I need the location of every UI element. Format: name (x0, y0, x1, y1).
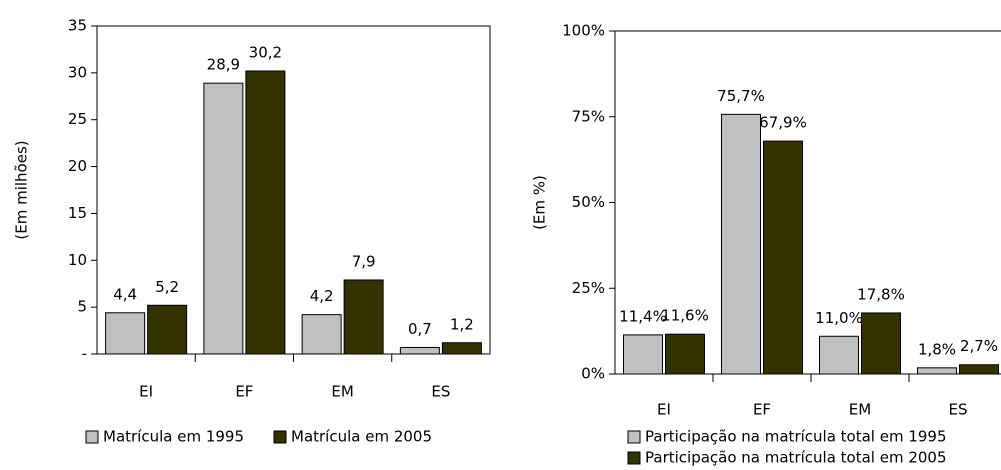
bar (245, 70, 286, 355)
y-axis-label: (Em milhões) (13, 140, 31, 239)
value-label: 4,2 (310, 287, 334, 305)
legend-swatch (85, 430, 99, 444)
x-tick-label: ES (431, 383, 450, 401)
value-label: 1,2 (450, 315, 474, 333)
x-tick-label: EI (657, 401, 671, 419)
legend-label: Participação na matrícula total em 1995 (645, 428, 947, 446)
y-tick-label: 25% (572, 279, 605, 297)
bar (441, 342, 482, 355)
bar (147, 304, 188, 355)
x-tick-label: EM (849, 401, 871, 419)
y-tick-label: 5 (77, 298, 87, 316)
legend-label: Matrícula em 2005 (291, 428, 432, 446)
x-tick-label: EF (235, 383, 253, 401)
value-label: 75,7% (717, 87, 765, 105)
bar (203, 82, 244, 355)
bar (917, 367, 957, 375)
bar (665, 333, 705, 375)
y-tick-label: - (82, 345, 87, 363)
legend-label: Matrícula em 1995 (103, 428, 244, 446)
value-label: 4,4 (113, 285, 137, 303)
value-label: 11,0% (815, 309, 863, 327)
x-tick-label: ES (949, 401, 968, 419)
x-tick-label: EF (753, 401, 771, 419)
x-tick-label: EM (331, 383, 353, 401)
value-label: 5,2 (155, 278, 179, 296)
y-tick-label: 50% (572, 193, 605, 211)
value-label: 11,4% (619, 307, 667, 325)
bar (301, 314, 342, 355)
value-label: 30,2 (249, 43, 282, 61)
bar (721, 113, 761, 375)
y-tick-label: 35 (68, 17, 87, 35)
y-tick-label: 25 (68, 110, 87, 128)
value-label: 2,7% (960, 337, 998, 355)
y-tick-label: 30 (68, 63, 87, 81)
bar (763, 140, 803, 375)
legend-swatch (627, 430, 641, 444)
bar (399, 346, 440, 355)
value-label: 17,8% (857, 285, 905, 303)
bar (861, 312, 901, 375)
value-label: 1,8% (918, 340, 956, 358)
value-label: 0,7 (408, 320, 432, 338)
legend-swatch (627, 451, 641, 465)
y-tick-label: 15 (68, 204, 87, 222)
bar (819, 335, 859, 375)
value-label: 67,9% (759, 114, 807, 132)
bar (623, 334, 663, 375)
y-tick-label: 75% (572, 107, 605, 125)
y-tick-label: 0% (581, 365, 605, 383)
value-label: 7,9 (352, 252, 376, 270)
bar (105, 312, 146, 355)
y-tick-label: 100% (562, 22, 605, 40)
value-label: 11,6% (661, 307, 709, 325)
legend-label: Participação na matrícula total em 2005 (645, 449, 947, 467)
y-axis-label: (Em %) (531, 175, 549, 230)
x-tick-label: EI (139, 383, 153, 401)
bar (343, 279, 384, 355)
value-label: 28,9 (207, 56, 240, 74)
y-tick-label: 10 (68, 251, 87, 269)
bar (959, 364, 999, 375)
legend-swatch (273, 430, 287, 444)
y-tick-label: 20 (68, 157, 87, 175)
